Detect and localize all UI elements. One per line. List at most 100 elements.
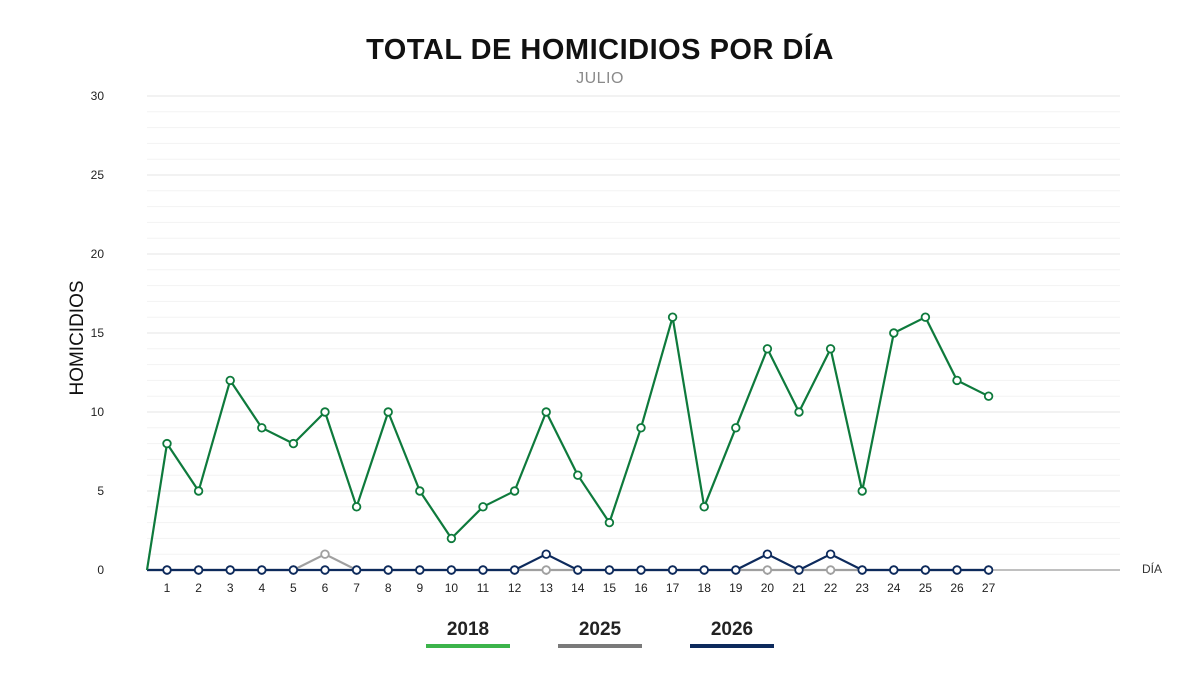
series-line-2018 — [145, 316, 990, 571]
x-tick-label: 4 — [258, 581, 265, 595]
data-point-2018 — [794, 407, 804, 417]
legend-swatch — [690, 644, 774, 648]
y-axis-ticks: 0 5 10 15 20 25 30 — [91, 89, 105, 577]
data-point-2018 — [257, 423, 267, 433]
y-tick-label: 25 — [91, 168, 105, 182]
data-point-2026 — [478, 565, 488, 575]
series-2026 — [147, 549, 994, 575]
data-point-2018 — [541, 407, 551, 417]
x-tick-label: 23 — [856, 581, 870, 595]
data-point-2018 — [415, 486, 425, 496]
data-point-2026 — [889, 565, 899, 575]
x-axis-label: DÍA — [1142, 561, 1162, 576]
x-tick-label: 10 — [445, 581, 459, 595]
data-point-2026 — [731, 565, 741, 575]
data-point-2018 — [920, 312, 931, 322]
x-tick-label: 24 — [887, 581, 901, 595]
data-point-2018 — [731, 423, 741, 433]
data-point-2026 — [920, 565, 931, 575]
data-point-2026 — [983, 565, 994, 575]
x-tick-label: 18 — [698, 581, 712, 595]
data-point-2026 — [320, 565, 330, 575]
data-point-2018 — [225, 375, 235, 386]
data-point-2026 — [667, 565, 678, 575]
x-tick-label: 26 — [950, 581, 964, 595]
x-tick-label: 14 — [571, 581, 585, 595]
chart-subtitle: JULIO — [576, 70, 624, 87]
data-point-2026 — [541, 549, 551, 559]
y-tick-label: 30 — [91, 89, 105, 103]
legend: 2018 2025 2026 — [0, 618, 1200, 658]
legend-swatch — [558, 644, 642, 648]
data-point-2018 — [193, 486, 204, 496]
x-tick-label: 22 — [824, 581, 838, 595]
x-tick-label: 3 — [227, 581, 234, 595]
data-point-2025 — [541, 565, 551, 575]
data-point-2018 — [383, 407, 393, 417]
legend-label: 2026 — [710, 619, 754, 640]
data-point-2026 — [857, 565, 867, 575]
x-tick-label: 11 — [477, 581, 490, 595]
series-group — [145, 312, 994, 575]
data-point-2018 — [573, 470, 583, 480]
data-point-2026 — [257, 565, 267, 575]
x-tick-label: 8 — [385, 581, 392, 595]
data-point-2018 — [983, 391, 994, 401]
chart-title: TOTAL DE HOMICIDIOS POR DÍA — [366, 34, 834, 66]
legend-label: 2025 — [578, 619, 622, 640]
data-point-2026 — [825, 549, 836, 559]
x-tick-label: 5 — [290, 581, 297, 595]
data-point-2026 — [604, 565, 615, 575]
data-point-2026 — [193, 565, 204, 575]
data-point-2018 — [699, 502, 709, 512]
legend-item-2018: 2018 — [426, 618, 510, 648]
data-point-2018 — [952, 375, 962, 386]
data-point-2026 — [573, 565, 583, 575]
data-point-2026 — [383, 565, 393, 575]
data-point-2026 — [762, 549, 773, 559]
y-tick-label: 10 — [91, 405, 105, 419]
x-tick-label: 17 — [666, 581, 680, 595]
data-point-2018 — [478, 502, 488, 512]
x-tick-label: 12 — [508, 581, 522, 595]
y-tick-label: 20 — [91, 247, 105, 261]
data-point-2026 — [699, 565, 709, 575]
x-tick-label: 19 — [729, 581, 743, 595]
data-point-2018 — [604, 517, 615, 528]
data-point-2025 — [825, 565, 836, 575]
data-point-2026 — [636, 565, 646, 575]
data-point-2018 — [636, 423, 646, 433]
y-tick-label: 0 — [97, 563, 104, 577]
y-tick-label: 5 — [97, 484, 104, 498]
x-tick-label: 1 — [164, 581, 171, 595]
data-point-2026 — [446, 565, 457, 575]
x-tick-label: 25 — [919, 581, 933, 595]
data-point-2025 — [762, 565, 773, 575]
x-tick-label: 27 — [982, 581, 996, 595]
legend-label: 2018 — [446, 619, 490, 640]
data-point-2026 — [225, 565, 235, 575]
y-axis-label: HOMICIDIOS — [67, 280, 88, 395]
data-point-2018 — [162, 438, 172, 449]
x-axis-ticks: 1 2 3 4 5 6 7 8 9 10 11 12 13 14 15 16 17 18 19 20 21 22 23 24 2… — [164, 570, 996, 595]
data-point-2018 — [288, 438, 299, 449]
data-point-2018 — [889, 328, 899, 338]
data-point-2018 — [857, 486, 867, 496]
x-tick-label: 15 — [603, 581, 617, 595]
x-tick-label: 2 — [195, 581, 202, 595]
data-point-2026 — [509, 565, 520, 575]
data-point-2018 — [320, 407, 330, 417]
data-point-2018 — [509, 486, 520, 496]
data-point-2026 — [952, 565, 962, 575]
grid-lines — [147, 95, 1120, 555]
x-tick-label: 7 — [353, 581, 360, 595]
x-tick-label: 21 — [792, 581, 806, 595]
data-point-2025 — [320, 549, 330, 559]
y-tick-label: 15 — [91, 326, 105, 340]
data-point-2026 — [415, 565, 425, 575]
series-line-2026 — [147, 553, 989, 572]
data-point-2026 — [794, 565, 804, 575]
x-tick-label: 9 — [416, 581, 423, 595]
legend-swatch — [426, 644, 510, 648]
